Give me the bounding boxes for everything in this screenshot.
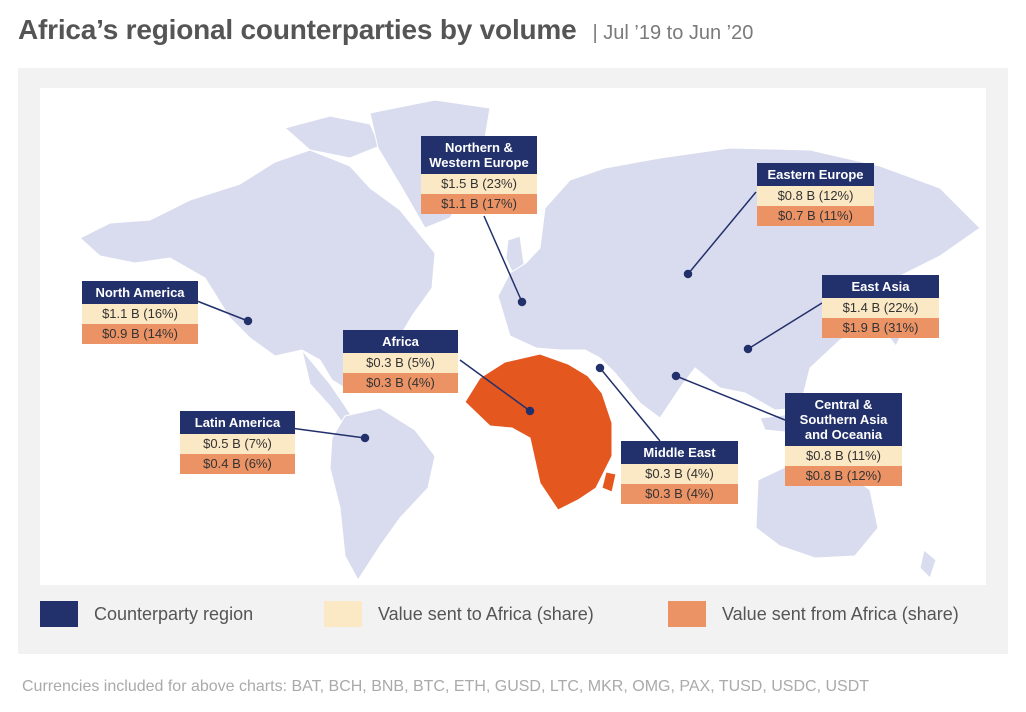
label-africa-region: Africa (343, 330, 458, 353)
legend-label-value-sent-from: Value sent from Africa (share) (722, 603, 959, 624)
label-north-america: North America $1.1 B (16%) $0.9 B (14%) (82, 281, 198, 344)
label-north-america-region: North America (82, 281, 198, 304)
label-northern-western-europe: Northern & Western Europe $1.5 B (23%) $… (421, 136, 537, 214)
africa-land (464, 353, 613, 511)
label-north-america-sent-from: $0.9 B (14%) (82, 324, 198, 344)
page-subtitle: | Jul ’19 to Jun ’20 (592, 22, 754, 44)
label-northern-western-europe-sent-to: $1.5 B (23%) (421, 174, 537, 194)
label-middle-east-region: Middle East (621, 441, 738, 464)
label-central-southern-asia-oceania-sent-to: $0.8 B (11%) (785, 446, 902, 466)
marker-middle-east (595, 363, 605, 373)
label-latin-america: Latin America $0.5 B (7%) $0.4 B (6%) (180, 411, 295, 474)
marker-northern-western-europe (517, 297, 527, 307)
marker-latin-america (360, 433, 370, 443)
page-title: Africa’s regional counterparties by volu… (18, 14, 577, 45)
label-eastern-europe-sent-from: $0.7 B (11%) (757, 206, 874, 226)
label-latin-america-region: Latin America (180, 411, 295, 434)
legend-value-sent-from: Value sent from Africa (share) (668, 601, 959, 627)
label-eastern-europe-sent-to: $0.8 B (12%) (757, 186, 874, 206)
legend-swatch-value-sent-from (668, 601, 706, 627)
label-north-america-sent-to: $1.1 B (16%) (82, 304, 198, 324)
label-east-asia: East Asia $1.4 B (22%) $1.9 B (31%) (822, 275, 939, 338)
marker-north-america (243, 316, 253, 326)
label-central-southern-asia-oceania-region: Central & Southern Asia and Oceania (785, 393, 902, 446)
leader-eastern-europe (687, 191, 757, 275)
leader-central-southern-asia-oceania (675, 375, 786, 421)
label-middle-east: Middle East $0.3 B (4%) $0.3 B (4%) (621, 441, 738, 504)
label-east-asia-region: East Asia (822, 275, 939, 298)
label-central-southern-asia-oceania: Central & Southern Asia and Oceania $0.8… (785, 393, 902, 486)
label-middle-east-sent-to: $0.3 B (4%) (621, 464, 738, 484)
label-east-asia-sent-from: $1.9 B (31%) (822, 318, 939, 338)
legend-swatch-counterparty-region (40, 601, 78, 627)
label-eastern-europe: Eastern Europe $0.8 B (12%) $0.7 B (11%) (757, 163, 874, 226)
label-central-southern-asia-oceania-sent-from: $0.8 B (12%) (785, 466, 902, 486)
label-africa: Africa $0.3 B (5%) $0.3 B (4%) (343, 330, 458, 393)
south-america-land (329, 407, 436, 581)
label-africa-sent-from: $0.3 B (4%) (343, 373, 458, 393)
label-latin-america-sent-from: $0.4 B (6%) (180, 454, 295, 474)
legend-label-counterparty-region: Counterparty region (94, 603, 254, 624)
label-latin-america-sent-to: $0.5 B (7%) (180, 434, 295, 454)
leader-north-america (196, 300, 249, 322)
leader-africa (459, 359, 531, 412)
new-zealand-land (919, 549, 937, 579)
marker-eastern-europe (683, 269, 693, 279)
label-east-asia-sent-to: $1.4 B (22%) (822, 298, 939, 318)
label-northern-western-europe-region: Northern & Western Europe (421, 136, 537, 174)
label-eastern-europe-region: Eastern Europe (757, 163, 874, 186)
legend-counterparty-region: Counterparty region (40, 601, 253, 627)
leader-middle-east (599, 367, 661, 442)
legend-value-sent-to: Value sent to Africa (share) (324, 601, 594, 627)
marker-central-southern-asia-oceania (671, 371, 681, 381)
legend-swatch-value-sent-to (324, 601, 362, 627)
title-row: Africa’s regional counterparties by volu… (18, 14, 753, 54)
legend-label-value-sent-to: Value sent to Africa (share) (378, 603, 594, 624)
marker-africa (525, 406, 535, 416)
footnote: Currencies included for above charts: BA… (22, 678, 870, 695)
label-africa-sent-to: $0.3 B (5%) (343, 353, 458, 373)
marker-east-asia (743, 344, 753, 354)
arctic-islands-land (283, 115, 381, 159)
label-northern-western-europe-sent-from: $1.1 B (17%) (421, 194, 537, 214)
leader-east-asia (747, 302, 823, 350)
label-middle-east-sent-from: $0.3 B (4%) (621, 484, 738, 504)
leader-northern-western-europe (483, 215, 523, 303)
madagascar-land (601, 471, 617, 493)
